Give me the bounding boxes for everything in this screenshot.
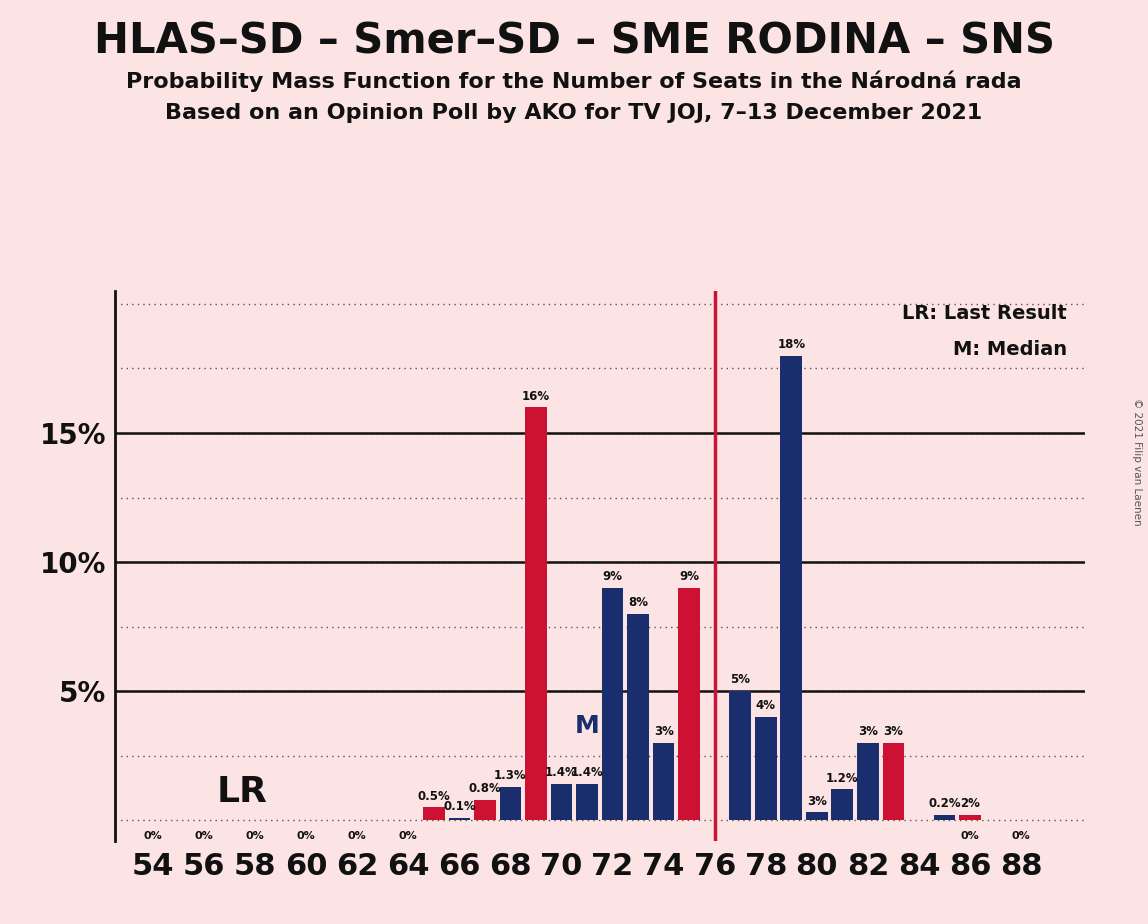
Bar [883, 743, 905, 821]
Text: 9%: 9% [680, 570, 699, 583]
Bar [959, 815, 980, 821]
Text: 0.1%: 0.1% [443, 800, 475, 813]
Text: LR: LR [217, 775, 267, 808]
Bar [525, 407, 546, 821]
Text: 0%: 0% [144, 831, 163, 841]
Text: 0%: 0% [348, 831, 366, 841]
Bar [424, 808, 444, 821]
Bar [781, 356, 802, 821]
Text: 3%: 3% [807, 795, 827, 808]
Text: Based on an Opinion Poll by AKO for TV JOJ, 7–13 December 2021: Based on an Opinion Poll by AKO for TV J… [165, 103, 983, 124]
Text: 0%: 0% [246, 831, 264, 841]
Bar [499, 786, 521, 821]
Bar [831, 789, 853, 821]
Text: 1.2%: 1.2% [827, 772, 859, 784]
Text: 0%: 0% [961, 831, 979, 841]
Bar [806, 812, 828, 821]
Bar [551, 784, 573, 821]
Text: 16%: 16% [522, 390, 550, 403]
Text: 3%: 3% [884, 725, 903, 738]
Bar [653, 743, 675, 821]
Text: 3%: 3% [858, 725, 878, 738]
Text: 3%: 3% [653, 725, 674, 738]
Text: 18%: 18% [777, 338, 806, 351]
Text: 2%: 2% [960, 797, 980, 810]
Text: 5%: 5% [730, 674, 751, 687]
Text: © 2021 Filip van Laenen: © 2021 Filip van Laenen [1132, 398, 1141, 526]
Text: 1.3%: 1.3% [494, 769, 527, 782]
Text: 0.5%: 0.5% [418, 790, 450, 803]
Bar [729, 691, 751, 821]
Text: 4%: 4% [755, 699, 776, 712]
Text: 0.2%: 0.2% [928, 797, 961, 810]
Text: 8%: 8% [628, 596, 649, 609]
Text: M: Median: M: Median [953, 340, 1066, 359]
Bar [858, 743, 878, 821]
Bar [602, 588, 623, 821]
Text: 0%: 0% [400, 831, 418, 841]
Text: 0%: 0% [1011, 831, 1031, 841]
Text: HLAS–SD – Smer–SD – SME RODINA – SNS: HLAS–SD – Smer–SD – SME RODINA – SNS [93, 20, 1055, 62]
Bar [627, 614, 649, 821]
Text: M: M [575, 713, 599, 737]
Text: 9%: 9% [603, 570, 622, 583]
Text: Probability Mass Function for the Number of Seats in the Národná rada: Probability Mass Function for the Number… [126, 70, 1022, 91]
Bar [449, 818, 471, 821]
Text: 1.4%: 1.4% [545, 766, 577, 780]
Text: 0.8%: 0.8% [468, 782, 502, 795]
Text: 0%: 0% [195, 831, 214, 841]
Bar [576, 784, 598, 821]
Text: 0%: 0% [297, 831, 316, 841]
Bar [474, 799, 496, 821]
Text: 1.4%: 1.4% [571, 766, 604, 780]
Bar [755, 717, 776, 821]
Bar [678, 588, 700, 821]
Bar [933, 815, 955, 821]
Text: LR: Last Result: LR: Last Result [902, 304, 1066, 323]
